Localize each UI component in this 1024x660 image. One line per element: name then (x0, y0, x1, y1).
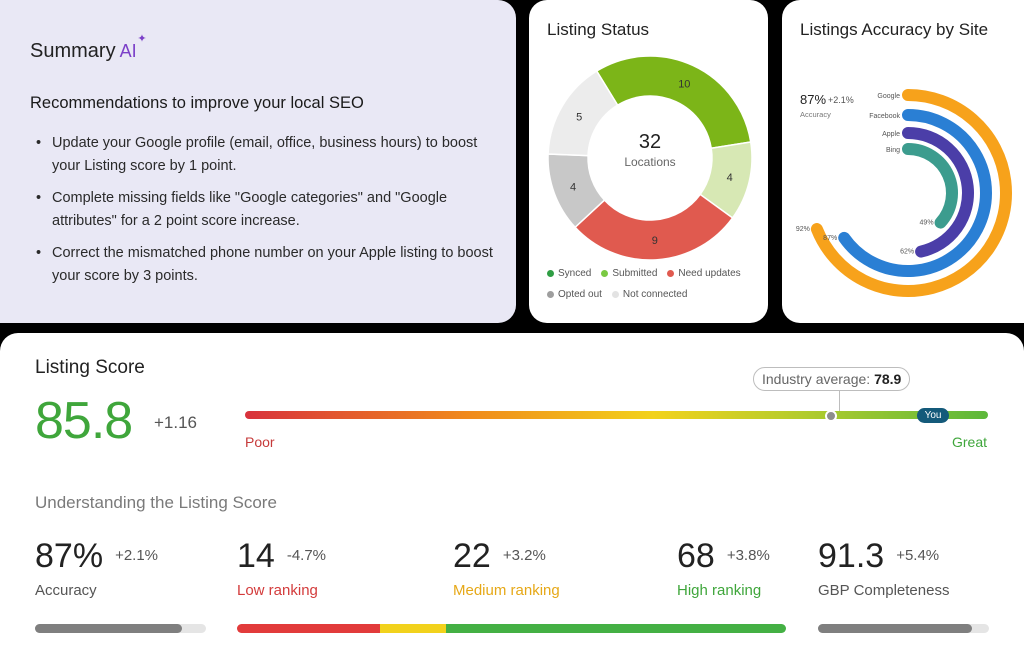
sparkle-icon: ✦ (137, 33, 147, 45)
radial-bar-apple (902, 127, 974, 258)
score-scale-track (245, 411, 988, 419)
radial-bar-google (810, 89, 1012, 297)
accuracy-by-site-card: Listings Accuracy by Site 87% +2.1% Accu… (782, 0, 1024, 323)
medium-ranking-segment (379, 624, 446, 633)
recommendations-heading: Recommendations to improve your local SE… (30, 94, 364, 112)
metric-low-ranking: 14 -4.7% Low ranking (237, 537, 327, 599)
radial-site-label: Facebook (869, 113, 900, 120)
metric-medium-ranking: 22 +3.2% Medium ranking (453, 537, 560, 599)
radial-value-label: 49% (920, 220, 934, 227)
donut-slice-submitted (595, 55, 752, 150)
listing-status-title: Listing Status (547, 20, 650, 39)
donut-value-label: 9 (652, 235, 658, 247)
legend-need-updates: Need updates (667, 268, 741, 279)
listing-status-card: Listing Status 32 Locations 10 4 9 4 5 Synce… (529, 0, 768, 323)
legend-dot-icon (547, 291, 554, 298)
legend-dot-icon (611, 291, 619, 298)
donut-slice-need-updates (574, 193, 734, 261)
radial-site-label: Bing (886, 147, 900, 154)
listing-score-title: Listing Score (35, 357, 145, 378)
donut-total-label: Locations (624, 155, 675, 169)
legend-synced: Synced (547, 268, 591, 279)
scale-poor-label: Poor (245, 434, 275, 450)
radial-site-label: Apple (882, 131, 900, 138)
listing-status-donut-chart: 32 Locations 10 4 9 4 5 (547, 55, 753, 261)
ranking-distribution-bar (237, 624, 786, 633)
summary-card: Summary AI ✦ Recommendations to improve y… (0, 0, 516, 323)
radial-value-label: 62% (900, 249, 914, 256)
donut-slice-not-connected (547, 70, 619, 157)
accuracy-bar-fill (35, 624, 183, 633)
recommendation-item: Complete missing fields like "Google cat… (36, 187, 496, 232)
donut-total: 32 (639, 131, 661, 153)
summary-title: Summary AI ✦ (30, 33, 147, 62)
donut-value-label: 10 (678, 79, 690, 91)
scale-great-label: Great (951, 434, 987, 450)
listing-score-value: 85.8 (35, 392, 133, 450)
status-legend-row-2: Opted out Not connected (547, 289, 687, 300)
ai-badge: AI (119, 41, 137, 61)
industry-average-marker (825, 410, 838, 422)
metric-accuracy: 87% +2.1% Accuracy (35, 537, 159, 599)
recommendation-item: Update your Google profile (email, offic… (36, 132, 496, 177)
low-ranking-segment (237, 624, 380, 633)
legend-dot-icon (601, 270, 609, 277)
radial-value-label: 87% (823, 235, 837, 242)
radial-bar-bing (902, 143, 958, 229)
accuracy-radial-chart: 87% +2.1% Accuracy Google 92% Facebook 87% A… (796, 89, 1012, 297)
listing-score-card: Listing Score 85.8 +1.16 Industry averag… (0, 333, 1024, 660)
donut-value-label: 5 (576, 112, 582, 124)
legend-dot-icon (547, 270, 554, 277)
radial-value-label: 92% (796, 226, 810, 233)
accuracy-overall-label: Accuracy (800, 110, 831, 119)
gbp-bar-track (818, 624, 989, 633)
recommendation-item: Correct the mismatched phone number on y… (36, 242, 496, 287)
radial-site-label: Google (877, 93, 900, 100)
legend-submitted: Submitted (601, 268, 657, 279)
accuracy-bar-track (35, 624, 206, 633)
industry-average-pill: Industry average: 78.9 (753, 367, 911, 391)
understanding-heading: Understanding the Listing Score (35, 493, 277, 512)
accuracy-overall-delta: +2.1% (828, 95, 854, 105)
metric-gbp-completeness: 91.3 +5.4% GBP Completeness (818, 537, 950, 599)
high-ranking-segment (445, 624, 786, 633)
legend-dot-icon (667, 270, 675, 277)
status-legend-row-1: Synced Submitted Need updates (547, 268, 741, 279)
you-marker-badge: You (917, 408, 949, 423)
recommendations-list: Update your Google profile (email, offic… (36, 132, 496, 297)
radial-bar-facebook (838, 109, 992, 277)
donut-value-label: 4 (570, 181, 576, 193)
accuracy-overall-value: 87% (800, 92, 826, 107)
legend-not-connected: Not connected (611, 289, 687, 300)
industry-average-connector (839, 391, 840, 411)
donut-value-label: 4 (727, 172, 733, 184)
gbp-bar-fill (818, 624, 972, 633)
legend-opted-out: Opted out (547, 289, 602, 300)
listing-score-delta: +1.16 (154, 413, 198, 432)
accuracy-title: Listings Accuracy by Site (800, 20, 989, 39)
metric-high-ranking: 68 +3.8% High ranking (677, 537, 770, 599)
